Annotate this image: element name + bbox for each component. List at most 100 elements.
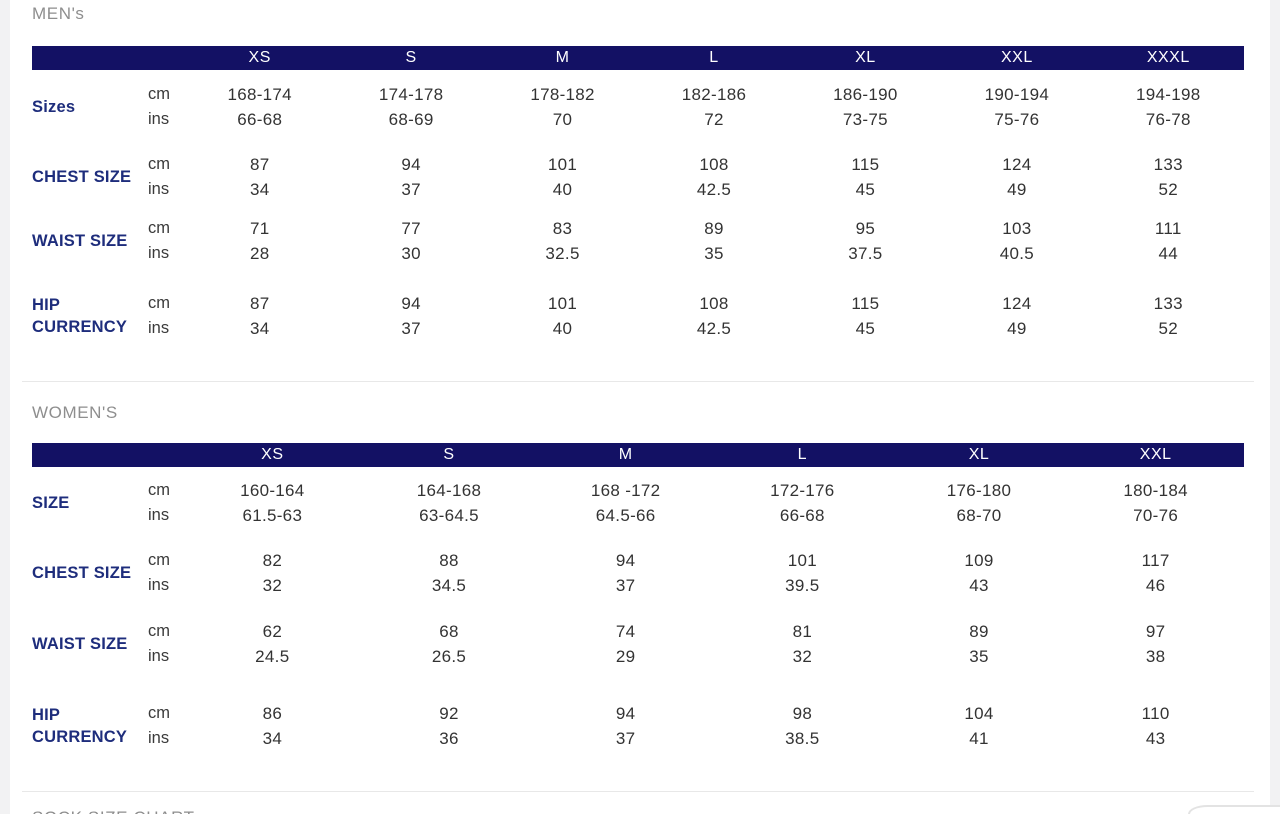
value-cm: 103: [1002, 219, 1032, 238]
unit-cm-label: cm: [148, 294, 170, 312]
measurement-label: HIP CURRENCY: [32, 706, 128, 746]
size-column-header: L: [797, 446, 808, 463]
value-ins: 37: [615, 576, 636, 595]
mens-size-table: XS S M L XL XXL XXXL Sizes cm ins 168-174 174-178 17…: [32, 46, 1244, 381]
value-ins: 76-78: [1145, 110, 1191, 129]
value-ins: 36: [439, 729, 459, 748]
value-cm: 88: [439, 551, 459, 570]
unit-cm-label: cm: [148, 155, 170, 173]
value-ins: 63-64.5: [419, 506, 479, 525]
measurement-label: Sizes: [32, 98, 76, 116]
value-cm: 68: [439, 622, 459, 641]
value-cm: 111: [1154, 219, 1182, 238]
value-ins: 37: [615, 729, 636, 748]
value-cm: 94: [615, 551, 636, 570]
unit-ins-label: ins: [148, 319, 170, 337]
value-cm: 194-198: [1136, 85, 1201, 104]
value-cm: 178-182: [530, 85, 595, 104]
value-ins: 35: [969, 647, 989, 666]
size-table-body: Sizes cm ins 168-174 174-178 178-182 182-186 18…: [32, 70, 1244, 381]
value-ins: 49: [1007, 180, 1027, 199]
value-cm: 180-184: [1123, 481, 1188, 500]
value-ins: 68-69: [388, 110, 434, 129]
unit-cm-label: cm: [148, 551, 170, 569]
value-ins: 49: [1007, 319, 1027, 338]
value-cm: 108: [699, 294, 729, 313]
size-column-header: L: [709, 49, 719, 66]
value-cm: 190-194: [984, 85, 1050, 104]
measurement-row: CHEST SIZE cm ins 87 94 101 108 115 124 133 34 37 40…: [32, 152, 1244, 202]
value-ins: 37: [401, 180, 421, 199]
unit-cm-label: cm: [148, 219, 170, 237]
mens-section-heading: MEN's: [32, 4, 85, 23]
section-divider-bottom: [22, 791, 1254, 792]
unit-cm-label: cm: [148, 85, 170, 103]
value-cm: 182-186: [681, 85, 747, 104]
value-ins: 52: [1158, 180, 1179, 199]
value-ins: 34: [249, 319, 270, 338]
corner-widget-button[interactable]: [1188, 805, 1280, 814]
value-ins: 66-68: [237, 110, 283, 129]
value-ins: 46: [1145, 576, 1166, 595]
value-ins: 40: [552, 180, 573, 199]
value-ins: 43: [1145, 729, 1166, 748]
value-cm: 101: [547, 294, 578, 313]
measurement-row: HIP CURRENCY cm ins 86 92 94 98 104 110 34 36 37 38.…: [32, 701, 1244, 751]
measurement-row: Sizes cm ins 168-174 174-178 178-182 182-186 18…: [32, 82, 1244, 132]
value-ins: 64.5-66: [595, 506, 656, 525]
value-cm: 174-178: [378, 85, 444, 104]
value-cm: 62: [262, 622, 283, 641]
unit-ins-label: ins: [148, 729, 170, 747]
value-ins: 35: [704, 244, 724, 263]
value-cm: 115: [851, 294, 880, 313]
value-cm: 89: [704, 219, 724, 238]
value-cm: 98: [792, 704, 813, 723]
unit-ins-label: ins: [148, 244, 170, 262]
womens-size-table: XS S M L XL XXL SIZE cm ins 160-164 164-168 168 -17…: [32, 443, 1244, 791]
unit-cm-label: cm: [148, 481, 170, 499]
measurement-row: CHEST SIZE cm ins 82 88 94 101 109 117 32 34.5 37 39…: [32, 548, 1244, 598]
measurement-row: WAIST SIZE cm ins 62 68 74 81 89 97 24.5 26.5 29 32 3…: [32, 619, 1244, 669]
size-column-header: S: [443, 446, 455, 463]
size-column-header: S: [405, 49, 417, 66]
value-ins: 32: [792, 647, 813, 666]
value-cm: 124: [1002, 294, 1032, 313]
value-ins: 38: [1145, 647, 1166, 666]
value-ins: 45: [855, 180, 876, 199]
value-ins: 29: [615, 647, 636, 666]
value-ins: 66-68: [779, 506, 825, 525]
measurement-label: WAIST SIZE: [32, 635, 128, 653]
value-cm: 82: [262, 551, 283, 570]
value-ins: 61.5-63: [242, 506, 303, 525]
value-ins: 42.5: [696, 319, 732, 338]
value-ins: 32: [262, 576, 283, 595]
value-ins: 75-76: [994, 110, 1040, 129]
value-ins: 39.5: [785, 576, 820, 595]
measurement-row: SIZE cm ins 160-164 164-168 168 -172 172-176 17…: [32, 478, 1244, 528]
size-header-row: XS S M L XL XXL: [32, 443, 1244, 467]
value-cm: 176-180: [946, 481, 1012, 500]
size-column-header: XL: [968, 446, 990, 463]
size-column-header: M: [618, 446, 633, 463]
unit-ins-label: ins: [148, 576, 170, 594]
value-ins: 68-70: [956, 506, 1002, 525]
value-cm: 87: [249, 155, 270, 174]
value-ins: 38.5: [785, 729, 820, 748]
value-ins: 70-76: [1133, 506, 1179, 525]
size-column-header: XL: [855, 49, 876, 66]
value-ins: 26.5: [431, 647, 467, 666]
value-ins: 28: [249, 244, 270, 263]
measurement-label: HIP CURRENCY: [32, 296, 128, 336]
measurement-row: WAIST SIZE cm ins 71 77 83 89 95 103 111 28 30 32.5 3…: [32, 216, 1244, 266]
size-column-header: XS: [248, 49, 271, 66]
value-cm: 94: [401, 294, 421, 313]
size-column-header: XS: [261, 446, 284, 463]
value-cm: 108: [699, 155, 729, 174]
value-cm: 101: [787, 551, 817, 570]
value-ins: 34: [262, 729, 283, 748]
value-cm: 94: [615, 704, 636, 723]
value-ins: 37.5: [848, 244, 883, 263]
value-cm: 160-164: [240, 481, 305, 500]
unit-ins-label: ins: [148, 647, 170, 665]
page-right-margin: [1270, 0, 1280, 800]
